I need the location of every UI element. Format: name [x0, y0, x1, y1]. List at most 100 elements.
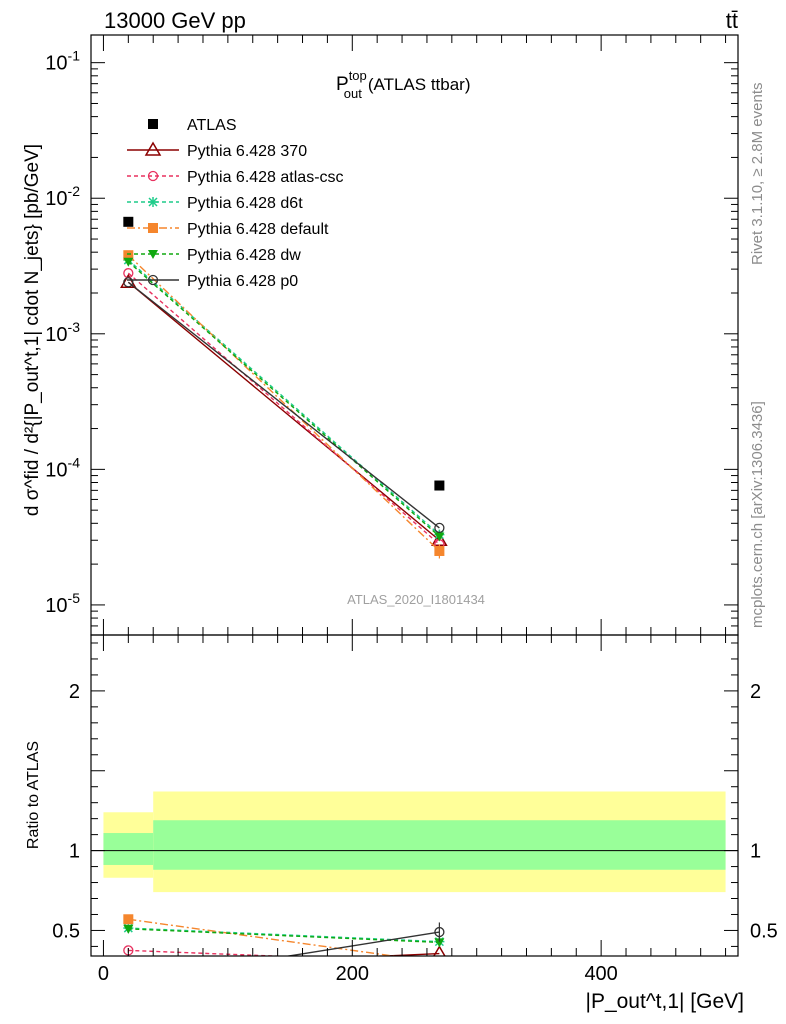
main-series	[120, 216, 448, 559]
ratio-y-tick-label-right: 2	[750, 681, 761, 703]
y-tick-label: 10-3	[45, 319, 80, 346]
series-p0	[124, 922, 445, 986]
data-point-atlas	[434, 480, 445, 491]
analysis-watermark: ATLAS_2020_I1801434	[347, 592, 485, 607]
process-label: tt̄	[726, 8, 738, 33]
data-point-p370	[121, 960, 135, 972]
data-point-default	[434, 545, 445, 556]
series-atlas	[123, 216, 445, 491]
data-point-p0	[434, 926, 445, 938]
data-point-dw	[434, 532, 445, 542]
rivet-label-text: Rivet 3.1.10, ≥ 2.8M events	[749, 83, 766, 266]
y-tick-label: 10-4	[45, 454, 80, 481]
energy-label: 13000 GeV pp	[104, 8, 246, 33]
series-p0	[123, 277, 445, 534]
series-line-dw	[127, 261, 440, 537]
series-line-atlas_csc	[128, 949, 292, 956]
y-tick-label: 10-2	[45, 183, 80, 210]
legend-label-d6t: Pythia 6.428 d6t	[187, 195, 303, 212]
data-point-default	[123, 914, 134, 925]
data-point-p0	[123, 277, 134, 288]
main-y-label: d σ^fid / d²{|P_out^t,1| cdot N_jets} [p…	[22, 144, 43, 516]
rivet-label: Rivet 3.1.10, ≥ 2.8M events	[749, 83, 766, 266]
series-line-atlas_csc	[127, 272, 440, 545]
legend-marker-atlas_csc	[147, 170, 159, 182]
legend-label-default: Pythia 6.428 default	[187, 221, 329, 238]
series-d6t	[123, 255, 445, 540]
series-line-p0	[284, 931, 440, 956]
ratio-y-tick-label-right: 0.5	[750, 920, 778, 942]
series-line-d6t	[128, 927, 440, 943]
main-y-label-text: d σ^fid / d²{|P_out^t,1| cdot N_jets} [p…	[22, 144, 43, 516]
series-d6t	[123, 923, 445, 947]
data-point-default	[123, 250, 134, 261]
x-tick-label: 0	[98, 963, 109, 985]
plot-title: Ptop out (ATLAS ttbar)	[336, 68, 471, 101]
legend-label-atlas_csc: Pythia 6.428 atlas-csc	[187, 169, 344, 186]
series-line-default	[128, 918, 399, 956]
legend-marker-default	[148, 223, 158, 233]
series-dw	[123, 924, 445, 948]
plot-title-sub: out	[344, 86, 362, 101]
ratio-series	[121, 914, 446, 986]
mcplots-label: mcplots.cern.ch [arXiv:1306.3436]	[749, 401, 766, 628]
ratio-y-tick-label: 0.5	[52, 920, 80, 942]
series-dw	[123, 257, 445, 542]
data-point-dw	[123, 257, 134, 267]
ratio-panel-frame	[90, 634, 739, 957]
series-default	[123, 914, 444, 967]
ratio-y-label-text: Ratio to ATLAS	[25, 741, 42, 849]
series-line-d6t	[127, 259, 440, 536]
band-inner	[153, 820, 726, 870]
legend-marker-p0	[147, 274, 159, 286]
legend-label-dw: Pythia 6.428 dw	[187, 247, 301, 264]
series-atlas_csc	[123, 268, 445, 550]
ratio-y-tick-label: 1	[69, 841, 80, 863]
legend-marker-dw	[148, 250, 158, 259]
data-point-p370	[433, 945, 446, 956]
legend-entry-dw: Pythia 6.428 dw	[127, 247, 301, 264]
series-line-default	[127, 254, 440, 552]
x-tick-label: 400	[584, 963, 617, 985]
legend-entry-p370: Pythia 6.428 370	[127, 141, 307, 160]
plot-title-main: P	[336, 74, 349, 95]
ratio-axis-ticks: 0.5 0.5 1 1 2 2 0 200 400	[52, 635, 778, 985]
x-axis-label: |P_out^t,1| [GeV]	[585, 990, 744, 1013]
ratio-y-tick-label: 2	[69, 681, 80, 703]
series-p370	[121, 945, 446, 972]
data-point-p0	[124, 977, 133, 986]
legend-label-p0: Pythia 6.428 p0	[187, 273, 298, 290]
ratio-uncertainty-bands	[103, 791, 726, 893]
legend-entry-default: Pythia 6.428 default	[127, 221, 329, 238]
data-point-dw	[123, 924, 134, 934]
x-tick-label: 200	[336, 963, 369, 985]
data-point-dw	[434, 938, 445, 948]
data-point-default	[434, 957, 444, 967]
data-point-atlas	[123, 216, 134, 227]
legend-entry-p0: Pythia 6.428 p0	[127, 273, 298, 290]
series-line-p370	[127, 281, 440, 541]
plot-title-sup: top	[349, 68, 367, 83]
series-line-p0	[127, 281, 440, 529]
data-point-p0	[434, 522, 445, 534]
ratio-y-tick-label-right: 1	[750, 841, 761, 863]
y-tick-label: 10-5	[45, 590, 80, 617]
y-tick-label: 10-1	[45, 48, 80, 75]
data-point-atlas_csc	[435, 958, 444, 967]
legend-marker-p370	[144, 141, 162, 156]
legend-entry-atlas_csc: Pythia 6.428 atlas-csc	[127, 169, 344, 186]
legend-label-p370: Pythia 6.428 370	[187, 143, 307, 160]
legend: ATLAS Pythia 6.428 370 Pythia 6.428 atlas-…	[127, 117, 344, 290]
series-default	[123, 250, 445, 559]
legend-entry-atlas: ATLAS	[148, 117, 237, 134]
plot-title-rest: (ATLAS ttbar)	[368, 75, 471, 94]
legend-label-atlas: ATLAS	[187, 117, 237, 134]
band-inner	[103, 833, 154, 865]
mcplots-label-text: mcplots.cern.ch [arXiv:1306.3436]	[749, 401, 766, 628]
ratio-y-label: Ratio to ATLAS	[25, 741, 42, 849]
legend-entry-d6t: Pythia 6.428 d6t	[127, 195, 303, 212]
legend-marker-atlas	[148, 119, 158, 129]
main-axis-ticks: 10-5 10-4 10-3 10-2 10-1	[45, 35, 738, 636]
legend-marker-d6t	[148, 197, 158, 207]
